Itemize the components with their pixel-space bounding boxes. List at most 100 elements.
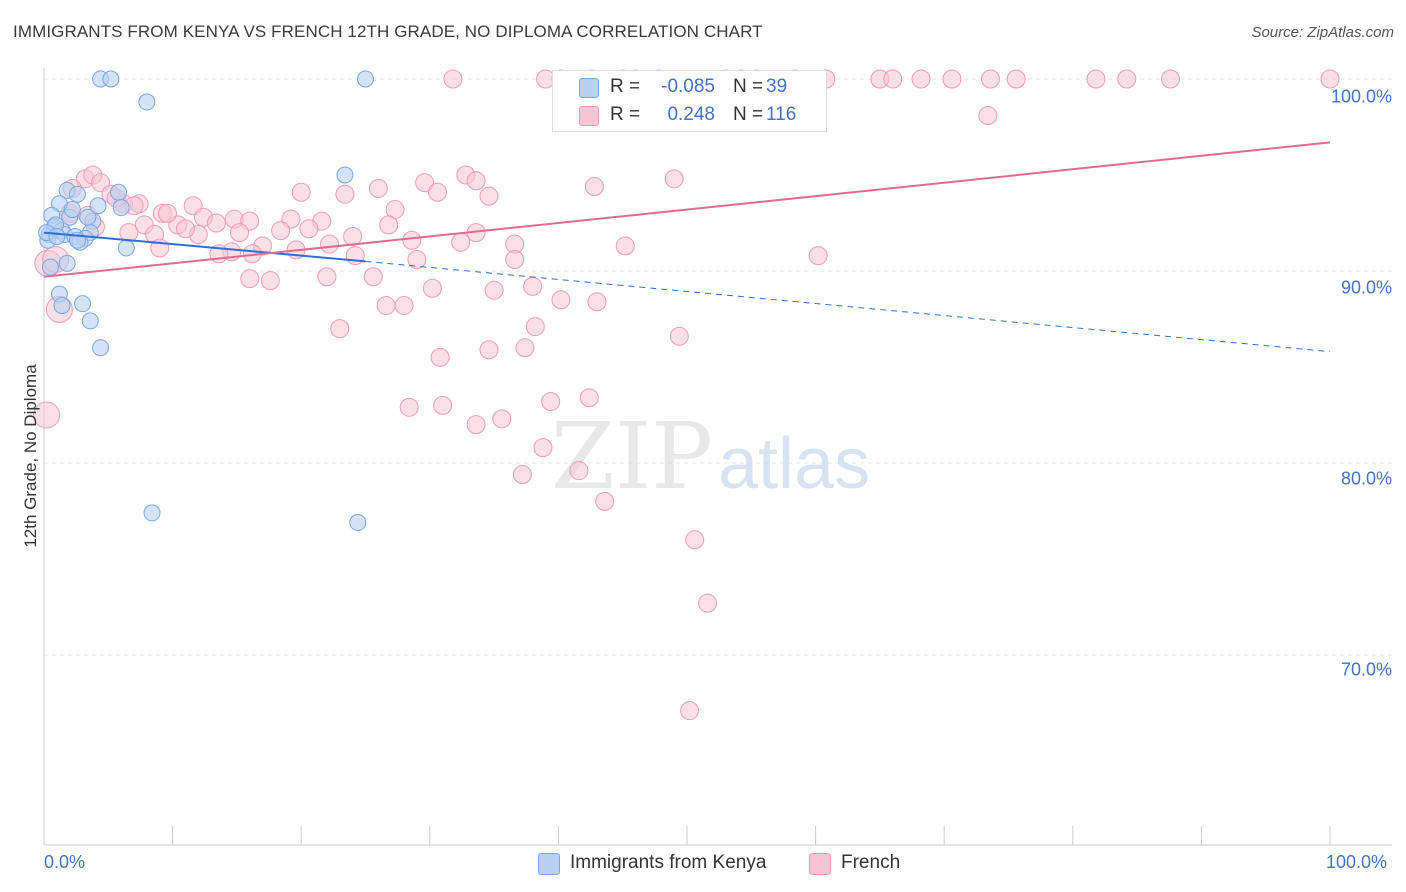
french-swatch [579,106,599,126]
french-point [260,271,280,291]
legend-r-label: R = [610,76,641,97]
french-point [942,69,962,89]
french-point [443,69,463,89]
x-tick-label-0: 0.0% [44,852,86,872]
french-point [335,184,355,204]
kenya-point [68,185,86,203]
legend-r-label: R = [610,104,641,125]
legend-n-value: 116 [766,104,797,125]
french-point [523,276,543,296]
french-point [330,319,350,339]
kenya-point [336,166,354,184]
french-point [402,230,422,250]
chart-title: IMMIGRANTS FROM KENYA VS FRENCH 12TH GRA… [13,22,763,41]
french-point [525,317,545,337]
french-point [415,173,435,193]
french-point [978,105,998,125]
kenya-point [79,208,97,226]
french-point [466,415,486,435]
y-tick-label-70: 70.0% [1340,659,1392,680]
french-point [430,347,450,367]
trend-lines [43,141,1331,353]
y-tick-label-100: 100.0% [1330,86,1392,107]
french-point [911,69,931,89]
kenya-point [41,258,59,276]
french-point [533,438,553,458]
y-tick-label-80: 80.0% [1340,468,1392,489]
kenya-point [143,504,161,522]
french-point [680,701,700,721]
french-point [883,69,903,89]
french-point [394,296,414,316]
french-point [1117,69,1137,89]
kenya-point [110,183,128,201]
french-point [980,69,1000,89]
french-point [479,340,499,360]
french-point [466,171,486,191]
french-point [808,246,828,266]
french-point [484,280,504,300]
kenya-point [112,199,130,217]
y-axis-label: 12th Grade, No Diploma [21,364,40,548]
french-point [541,392,561,412]
french-point [669,326,689,346]
french-point [451,232,471,252]
french-trend-line [43,141,1331,278]
french-point [291,182,311,202]
legend-n-label: N = [733,76,764,97]
legend-r-value: -0.085 [661,76,715,97]
kenya-point [102,70,120,88]
french-point [1161,69,1181,89]
legend-label-kenya: Immigrants from Kenya [570,852,767,873]
stats-legend: R = -0.085 N = 39 R = 0.248 N = 116 [552,70,827,132]
french-point [1086,69,1106,89]
kenya-point [53,297,71,315]
kenya-point [48,227,66,245]
french-point [422,278,442,298]
french-point [157,203,177,223]
french-point [299,219,319,239]
french-point [368,178,388,198]
french-point [175,219,195,239]
legend-n-label: N = [733,104,764,125]
legend-n-value: 39 [766,76,788,97]
axes [43,68,1392,846]
kenya-series [38,70,374,532]
french-point [433,395,453,415]
french-point [379,215,399,235]
french-point [584,177,604,197]
legend-r-value: 0.248 [667,104,715,125]
french-point [685,530,705,550]
french-point [33,401,61,429]
french-point [512,465,532,485]
french-point [319,234,339,254]
legend-row-french: R = 0.248 N = 116 [553,101,826,129]
legend-label-french: French [841,852,901,873]
french-point [492,409,512,429]
french-point [595,491,615,511]
grid-lines [44,78,1392,656]
french-point [615,236,635,256]
french-point [317,267,337,287]
kenya-trend-line [43,231,366,263]
french-point [664,169,684,189]
kenya-trend-extension [365,260,1331,353]
kenya-point [92,339,110,357]
kenya-point [89,197,107,215]
kenya-point [117,239,135,257]
kenya-legend-swatch [538,853,560,875]
kenya-point [63,201,81,219]
x-tick-label-100: 100.0% [1326,852,1388,872]
series-legend: Immigrants from Kenya French [0,852,1406,878]
french-point [376,296,396,316]
french-point [343,226,363,246]
legend-row-kenya: R = -0.085 N = 39 [553,73,826,101]
french-legend-swatch [809,853,831,875]
kenya-point [349,514,367,532]
y-tick-label-90: 90.0% [1340,277,1392,298]
french-point [271,221,291,241]
french-point [428,182,448,202]
kenya-swatch [579,78,599,98]
french-point [206,213,226,233]
french-point [569,461,589,481]
